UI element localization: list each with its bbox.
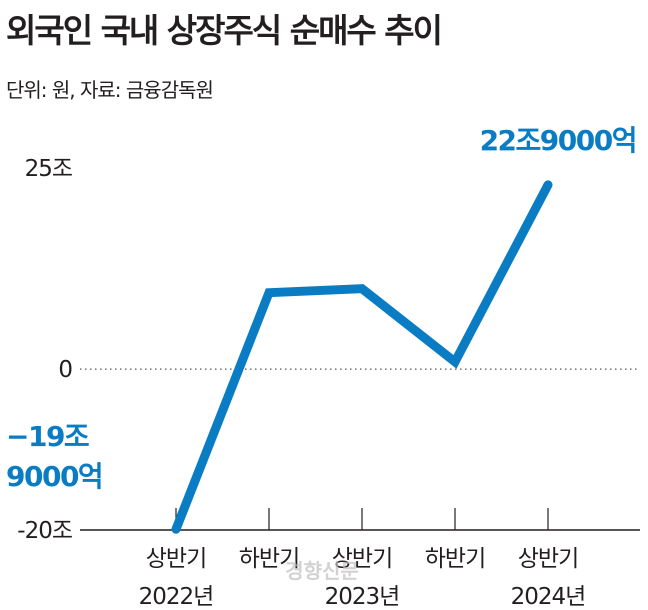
y-tick-label: -20조 xyxy=(17,518,72,544)
x-year-label: 2022년 xyxy=(139,584,214,610)
chart-subtitle: 단위: 원, 자료: 금융감독원 xyxy=(6,78,214,102)
data-label: −19조 xyxy=(6,420,89,453)
x-tick-label: 상반기 xyxy=(146,546,206,572)
data-label: 9000억 xyxy=(6,460,102,493)
x-tick-label: 상반기 xyxy=(518,546,578,572)
chart-title: 외국인 국내 상장주식 순매수 추이 xyxy=(6,11,443,50)
y-tick-label: 25조 xyxy=(25,156,72,182)
y-tick-label: 0 xyxy=(58,357,72,383)
x-year-label: 2024년 xyxy=(511,584,586,610)
x-tick-label: 하반기 xyxy=(239,546,299,572)
x-year-label: 2023년 xyxy=(325,584,400,610)
x-tick-label: 하반기 xyxy=(425,546,485,572)
watermark-text: 경향신문 xyxy=(285,559,359,583)
series-line xyxy=(171,180,553,534)
data-label: 22조9000억 xyxy=(480,124,636,157)
x-tick-label: 상반기 xyxy=(332,546,392,572)
